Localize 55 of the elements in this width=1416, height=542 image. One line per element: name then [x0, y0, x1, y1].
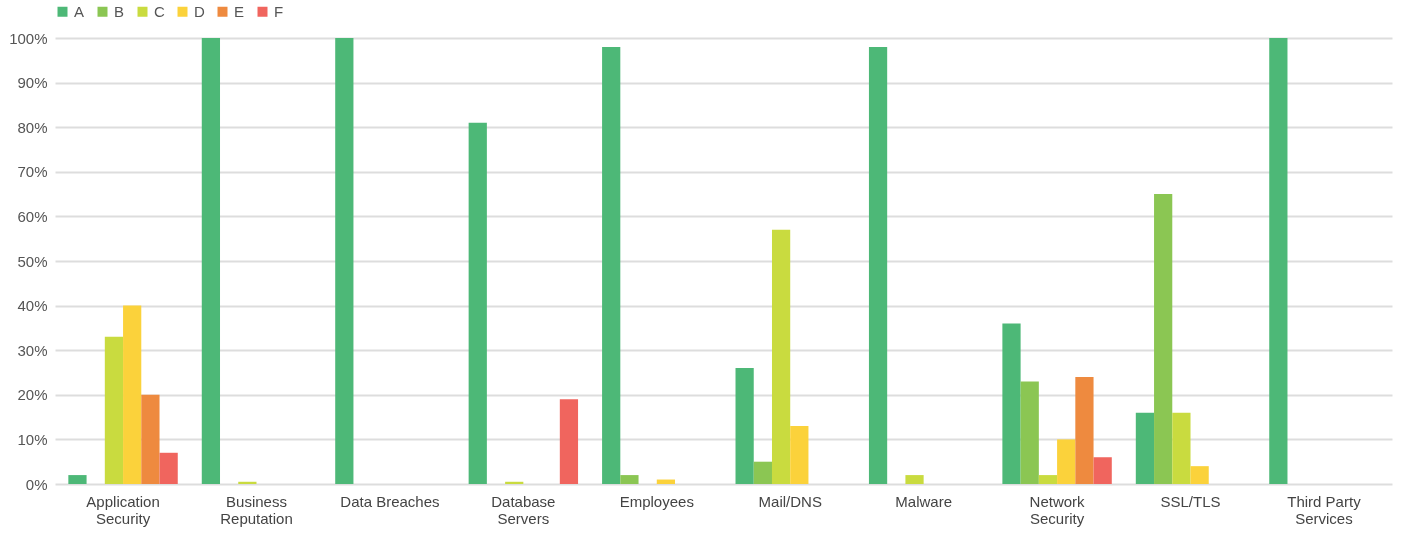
bar [1038, 475, 1058, 484]
bar [123, 305, 142, 484]
y-tick-label: 10% [17, 430, 48, 448]
bar [868, 46, 888, 484]
bar [905, 475, 924, 484]
y-tick-label: 50% [17, 252, 48, 270]
legend-label: D [194, 2, 205, 20]
bar [1057, 439, 1076, 484]
x-tick-label: Database Servers [491, 492, 556, 527]
bar [104, 336, 124, 484]
bar [1154, 194, 1173, 484]
x-tick-label: Employees [619, 492, 694, 510]
bar [1093, 457, 1112, 484]
bar [1190, 466, 1209, 484]
y-tick-label: 90% [17, 74, 48, 92]
bar [1002, 323, 1021, 484]
bar [790, 426, 809, 484]
bar [1135, 412, 1155, 484]
bar [201, 38, 221, 484]
bar [620, 475, 639, 484]
bar [559, 399, 579, 484]
bar [468, 122, 487, 484]
x-tick-label: Network Security [1029, 492, 1086, 527]
x-tick-label: Business Reputation [220, 492, 293, 527]
y-tick-label: 20% [17, 386, 48, 404]
y-tick-label: 30% [17, 341, 48, 359]
bar [602, 46, 621, 484]
legend-label: C [154, 2, 165, 20]
bar [335, 38, 354, 484]
y-tick-label: 40% [17, 297, 48, 315]
bar [771, 229, 791, 484]
y-tick-label: 70% [17, 163, 48, 181]
y-tick-label: 0% [25, 475, 48, 493]
legend-label: E [234, 2, 245, 20]
bar [68, 475, 87, 484]
legend-label: B [114, 2, 125, 20]
y-tick-label: 80% [17, 118, 48, 136]
x-tick-label: SSL/TLS [1160, 492, 1221, 510]
legend-label: F [274, 2, 284, 20]
x-tick-label: Malware [895, 492, 952, 510]
y-tick-label: 100% [9, 29, 48, 47]
y-tick-label: 60% [17, 207, 48, 225]
x-tick-label: Application Security [86, 492, 160, 527]
bar [753, 461, 772, 484]
bar [141, 394, 160, 484]
x-tick-label: Data Breaches [340, 492, 440, 510]
legend-label: A [74, 2, 85, 20]
bar [1172, 412, 1191, 484]
bar [1075, 376, 1094, 484]
bar [159, 452, 178, 484]
x-tick-label: Third Party Services [1287, 492, 1362, 527]
bar [1020, 381, 1039, 484]
bar [735, 368, 754, 484]
x-tick-label: Mail/DNS [758, 492, 822, 510]
bar [1269, 38, 1288, 484]
